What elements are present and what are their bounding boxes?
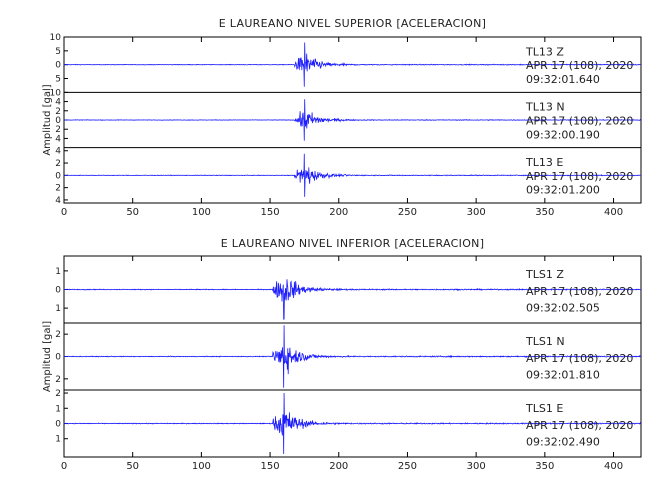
waveform-trace — [63, 153, 642, 197]
station-channel-label: TLS1 Z — [525, 268, 564, 281]
x-tick-label: 250 — [398, 207, 417, 218]
x-tick-label: 300 — [467, 207, 486, 218]
y-axis-label: Amplitud [gal] — [42, 321, 53, 392]
y-tick-label: 1 — [55, 404, 61, 414]
record-date-label: APR 17 (108), 2020 — [526, 170, 633, 183]
record-time-label: 09:32:01.810 — [526, 369, 600, 382]
station-channel-label: TL13 E — [525, 156, 563, 169]
x-tick-label: 250 — [398, 461, 417, 472]
y-tick-label: 2 — [55, 125, 61, 135]
y-tick-label: 1 — [55, 267, 61, 277]
x-tick-label: 50 — [126, 207, 139, 218]
y-tick-label: 2 — [55, 389, 61, 399]
y-tick-label: 0 — [55, 353, 61, 363]
station-channel-label: TL13 N — [525, 101, 565, 114]
chart-title: E LAUREANO NIVEL SUPERIOR [ACELERACION] — [219, 17, 486, 30]
x-tick-label: 350 — [535, 207, 554, 218]
y-tick-label: 1 — [55, 304, 61, 314]
waveform-trace — [63, 325, 642, 388]
record-time-label: 09:32:02.490 — [526, 436, 600, 449]
y-tick-label: 4 — [55, 98, 61, 108]
y-tick-label: 0 — [55, 171, 61, 181]
seismogram-block-1: E LAUREANO NIVEL SUPERIOR [ACELERACION] A… — [42, 17, 642, 218]
x-tick-label: 400 — [604, 461, 623, 472]
record-date-label: APR 17 (108), 2020 — [526, 419, 633, 432]
y-tick-label: 2 — [55, 330, 61, 340]
y-tick-label: 0 — [55, 61, 61, 71]
x-tick-label: 0 — [61, 461, 67, 472]
y-tick-label: 0 — [55, 116, 61, 126]
waveform-trace — [63, 42, 642, 87]
record-time-label: 09:32:01.640 — [526, 73, 600, 86]
y-tick-label: 1 — [55, 435, 61, 445]
x-tick-label: 150 — [261, 207, 280, 218]
y-axis-label: Amplitud [gal] — [42, 84, 53, 155]
record-time-label: 09:32:00.190 — [526, 128, 600, 141]
station-channel-label: TL13 Z — [525, 45, 564, 58]
record-time-label: 09:32:01.200 — [526, 184, 600, 197]
y-tick-label: 0 — [55, 286, 61, 296]
x-tick-label: 50 — [126, 461, 139, 472]
y-tick-label: 10 — [50, 88, 62, 98]
waveform-trace — [63, 99, 642, 141]
trace-panel-tls1-e: 1 0 1 2 TLS1 E APR 17 (108), 2020 09:32:02.490 — [55, 389, 642, 454]
seismogram-block-2: E LAUREANO NIVEL INFERIOR [ACELERACION] A… — [42, 237, 642, 472]
x-tick-label: 100 — [192, 207, 211, 218]
waveform-trace — [63, 393, 642, 454]
y-tick-label: 4 — [55, 147, 61, 157]
trace-panel-tls1-n: 2 0 2 TLS1 N APR 17 (108), 2020 09:32:01.810 — [55, 322, 642, 388]
x-tick-label: 200 — [329, 207, 348, 218]
record-date-label: APR 17 (108), 2020 — [526, 59, 633, 72]
x-tick-label: 150 — [261, 461, 280, 472]
x-tick-label: 300 — [467, 461, 486, 472]
y-tick-label: 5 — [55, 47, 61, 57]
y-tick-label: 2 — [55, 107, 61, 117]
record-date-label: APR 17 (108), 2020 — [526, 285, 633, 298]
record-date-label: APR 17 (108), 2020 — [526, 114, 633, 127]
record-date-label: APR 17 (108), 2020 — [526, 352, 633, 365]
trace-panel-tls1-z: 1 0 1 TLS1 Z APR 17 (108), 2020 09:32:02.505 — [55, 267, 642, 320]
y-tick-label: 2 — [55, 184, 61, 194]
station-channel-label: TLS1 N — [525, 335, 565, 348]
record-time-label: 09:32:02.505 — [526, 302, 600, 315]
y-tick-label: 5 — [55, 75, 61, 85]
x-tick-label: 400 — [604, 207, 623, 218]
x-tick-label: 200 — [329, 461, 348, 472]
y-tick-label: 4 — [55, 134, 61, 144]
y-tick-label: 4 — [55, 196, 61, 206]
waveform-trace — [63, 279, 642, 320]
station-channel-label: TLS1 E — [525, 402, 563, 415]
y-tick-label: 10 — [50, 33, 62, 43]
x-tick-label: 350 — [535, 461, 554, 472]
x-tick-label: 0 — [61, 207, 67, 218]
y-tick-label: 2 — [55, 375, 61, 385]
y-tick-label: 0 — [55, 420, 61, 430]
chart-title: E LAUREANO NIVEL INFERIOR [ACELERACION] — [221, 237, 485, 250]
x-tick-label: 100 — [192, 461, 211, 472]
y-tick-label: 2 — [55, 159, 61, 169]
